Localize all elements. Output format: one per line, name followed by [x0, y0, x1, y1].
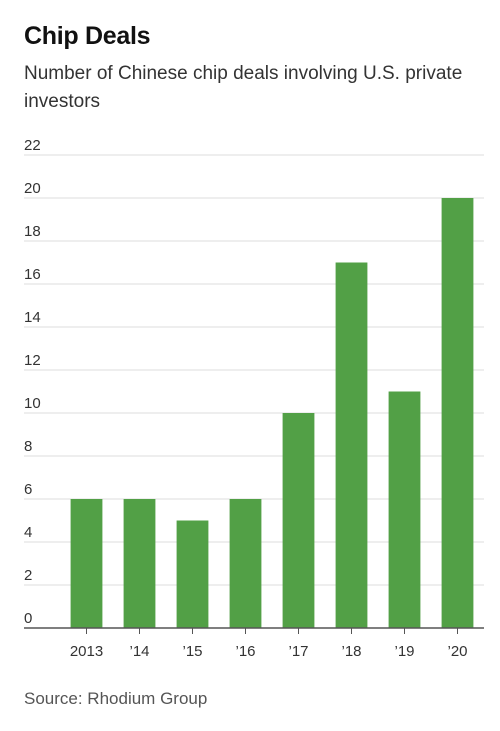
y-tick-label: 16 [24, 266, 41, 283]
x-tick-label: ’18 [341, 643, 361, 660]
source-note: Source: Rhodium Group [24, 689, 208, 708]
bars [70, 198, 474, 628]
y-axis-ticks: 0 2 4 6 8 10 12 14 16 18 20 22 [24, 137, 41, 627]
x-tick-label: ’15 [182, 643, 202, 660]
bar [229, 499, 262, 628]
y-tick-label: 8 [24, 438, 32, 455]
bar [282, 413, 315, 628]
y-tick-label: 10 [24, 395, 41, 412]
y-tick-label: 2 [24, 567, 32, 584]
bar [70, 499, 103, 628]
y-tick-label: 0 [24, 610, 32, 627]
bar [123, 499, 156, 628]
bar [176, 520, 209, 628]
y-tick-label: 18 [24, 223, 41, 240]
bar [335, 262, 368, 628]
x-tick-label: ’16 [235, 643, 255, 660]
x-tick-label: ’19 [394, 643, 414, 660]
y-tick-label: 22 [24, 137, 41, 154]
x-tick-label: ’20 [447, 643, 467, 660]
bar [388, 391, 421, 628]
y-tick-label: 14 [24, 309, 41, 326]
y-tick-label: 12 [24, 352, 41, 369]
bar [441, 198, 474, 628]
x-tick-label: 2013 [70, 643, 103, 660]
chart-title: Chip Deals [24, 22, 151, 50]
x-tick-label: ’14 [129, 643, 149, 660]
chart-subtitle: Number of Chinese chip deals involving U… [24, 63, 463, 112]
x-tick-label: ’17 [288, 643, 308, 660]
y-tick-label: 6 [24, 481, 32, 498]
y-tick-label: 20 [24, 180, 41, 197]
y-tick-label: 4 [24, 524, 32, 541]
x-axis-ticks: 2013 ’14 ’15 ’16 ’17 ’18 ’19 ’20 [70, 628, 468, 660]
